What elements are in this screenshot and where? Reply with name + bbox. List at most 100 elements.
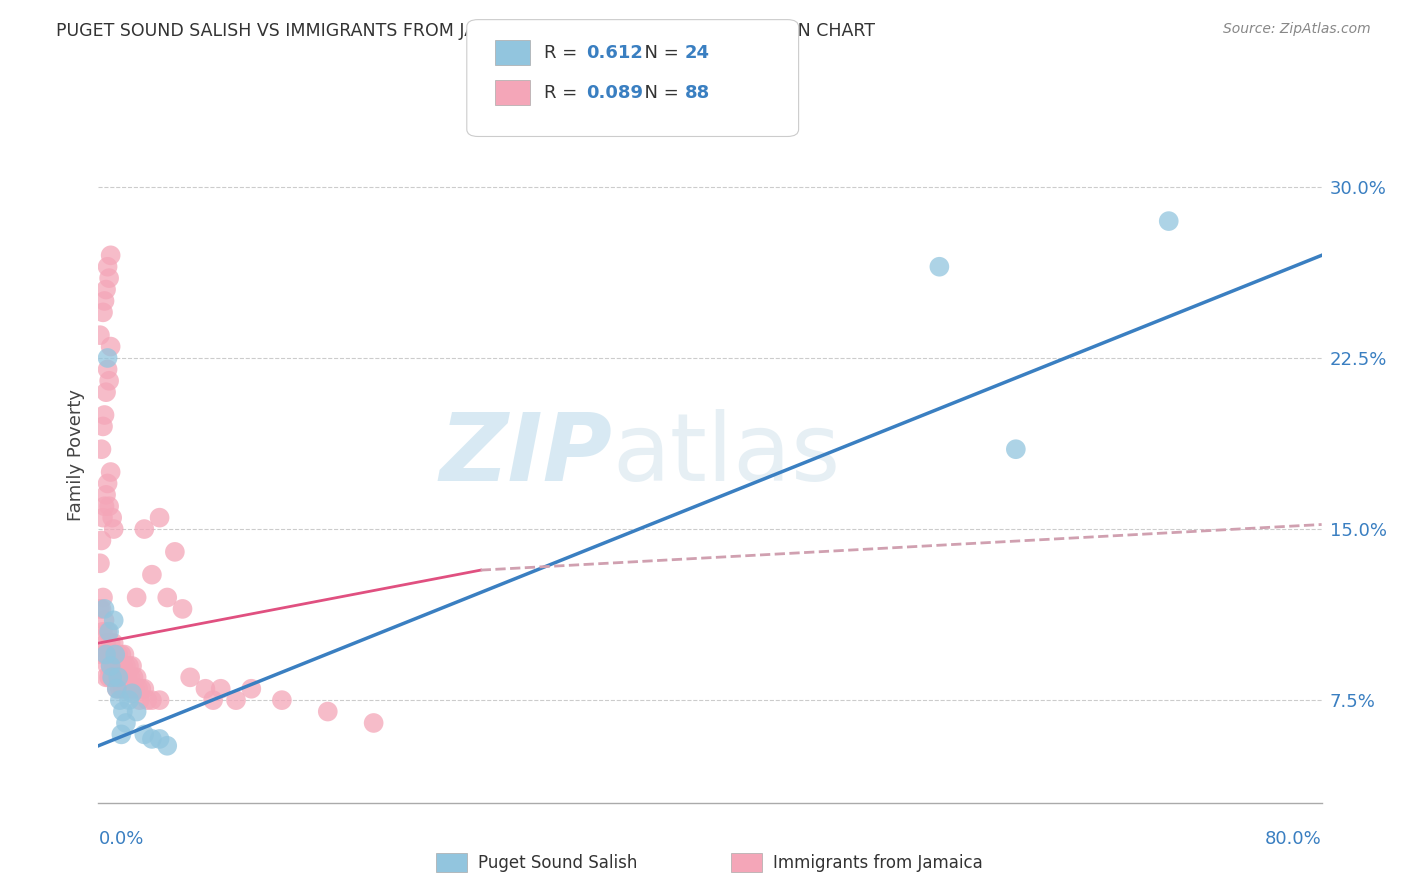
Point (98, 500, 121, 514)
Point (97, 659, 120, 673)
Point (93, 500, 115, 514)
Point (149, 731, 172, 746)
Point (125, 591, 148, 605)
Point (90, 602, 112, 616)
Point (316, 705, 339, 719)
Point (112, 670, 135, 684)
Text: R =: R = (544, 44, 589, 62)
Text: 0.089: 0.089 (586, 84, 644, 102)
Text: R =: R = (544, 84, 589, 102)
Point (90, 648, 112, 662)
Point (156, 739, 179, 753)
Point (103, 636, 125, 650)
Point (105, 681, 128, 696)
Point (98, 670, 121, 684)
Point (93, 293, 115, 308)
Text: N =: N = (633, 44, 685, 62)
Point (89, 556, 111, 570)
Point (93, 602, 115, 616)
Point (110, 727, 132, 741)
Point (141, 567, 163, 582)
Point (97, 476, 120, 491)
Text: atlas: atlas (612, 409, 841, 501)
Point (103, 522, 125, 536)
Point (121, 681, 143, 696)
Point (97, 260, 120, 274)
Point (122, 670, 145, 684)
Point (115, 681, 138, 696)
Point (118, 659, 141, 673)
Point (89, 602, 111, 616)
Text: ZIP: ZIP (439, 409, 612, 501)
Point (103, 659, 125, 673)
Point (115, 659, 138, 673)
Text: 24: 24 (685, 44, 710, 62)
Text: Puget Sound Salish: Puget Sound Salish (478, 854, 637, 871)
Point (125, 670, 148, 684)
Point (105, 659, 128, 673)
Point (163, 545, 186, 559)
Point (136, 693, 159, 707)
Point (105, 681, 128, 696)
Point (172, 602, 194, 616)
Point (141, 693, 163, 707)
Point (93, 613, 115, 627)
Point (134, 727, 156, 741)
Point (141, 731, 163, 746)
Point (108, 681, 131, 696)
Text: 0.0%: 0.0% (98, 830, 143, 848)
Text: PUGET SOUND SALISH VS IMMIGRANTS FROM JAMAICA FAMILY POVERTY CORRELATION CHART: PUGET SOUND SALISH VS IMMIGRANTS FROM JA… (56, 22, 876, 40)
Point (98, 271, 121, 285)
Point (156, 591, 179, 605)
Point (94, 488, 117, 502)
Point (125, 705, 148, 719)
Point (101, 510, 124, 524)
Point (118, 693, 141, 707)
Point (100, 659, 122, 673)
Text: N =: N = (633, 84, 685, 102)
Point (134, 522, 156, 536)
Point (104, 648, 127, 662)
Point (110, 670, 132, 684)
Point (194, 681, 217, 696)
Point (111, 681, 134, 696)
Point (107, 670, 129, 684)
Point (121, 659, 143, 673)
Point (91, 305, 114, 319)
Point (101, 648, 124, 662)
Point (108, 659, 131, 673)
Point (134, 681, 156, 696)
Point (94, 283, 117, 297)
Point (127, 681, 149, 696)
Point (93, 408, 115, 422)
Point (97, 351, 120, 365)
Point (104, 670, 127, 684)
Point (149, 693, 172, 707)
Point (111, 659, 134, 673)
Point (97, 624, 120, 639)
Point (107, 670, 129, 684)
Point (98, 624, 121, 639)
Point (111, 705, 134, 719)
Text: 0.612: 0.612 (586, 44, 643, 62)
Point (179, 670, 201, 684)
Text: 88: 88 (685, 84, 710, 102)
Point (91, 419, 114, 434)
Point (117, 670, 139, 684)
Point (149, 510, 172, 524)
Point (97, 362, 120, 376)
Point (110, 648, 132, 662)
Point (94, 636, 117, 650)
Point (94, 385, 117, 400)
Point (363, 715, 385, 730)
Point (115, 715, 138, 730)
Point (129, 681, 152, 696)
Point (100, 248, 122, 262)
Point (91, 510, 114, 524)
Point (118, 681, 141, 696)
Point (108, 693, 131, 707)
Text: Immigrants from Jamaica: Immigrants from Jamaica (773, 854, 983, 871)
Point (121, 686, 143, 700)
Point (112, 648, 135, 662)
Point (128, 693, 150, 707)
